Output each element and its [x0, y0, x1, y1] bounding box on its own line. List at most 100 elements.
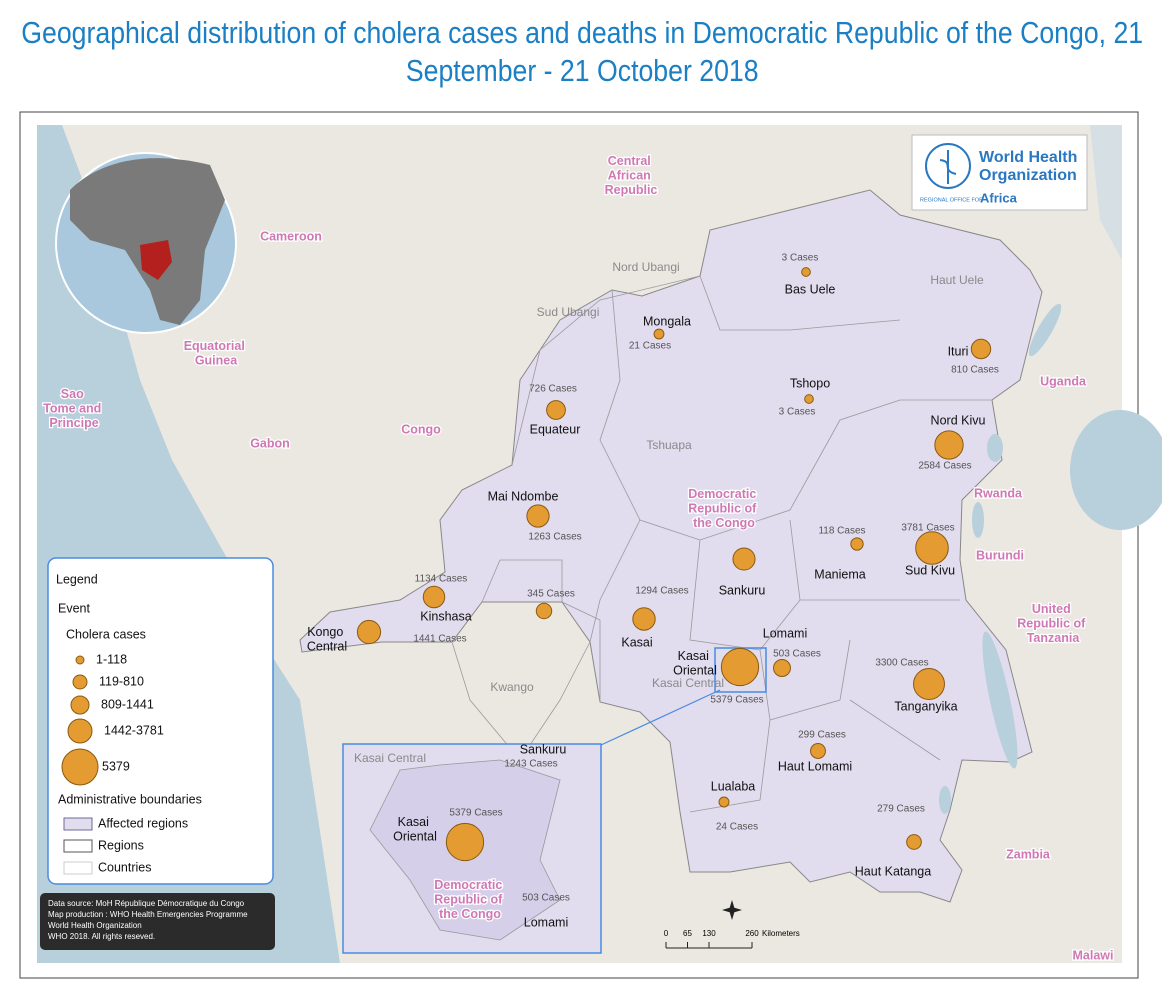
- cases-label: 24 Cases: [716, 822, 758, 833]
- legend-circle: [72, 674, 88, 690]
- country-label: Zambia: [1006, 847, 1051, 861]
- legend-heading: Event: [58, 601, 90, 615]
- label-line: Central: [608, 154, 655, 168]
- inset-label: Kasai Central: [354, 751, 426, 765]
- region-name: Lualaba: [711, 779, 756, 793]
- region-name: Equateur: [530, 422, 581, 436]
- case-circle: [718, 796, 730, 808]
- cases-label: 5379 Cases: [710, 695, 763, 706]
- globe-land: [70, 158, 225, 325]
- who-emblem: [939, 150, 957, 184]
- case-circle: [915, 531, 949, 565]
- region-name: Nord Kivu: [931, 413, 986, 427]
- logo-name: Organization: [979, 167, 1077, 184]
- label-line: Principe: [49, 416, 98, 430]
- case-circle: [934, 430, 964, 460]
- region-name: Sankuru: [719, 583, 766, 597]
- country-label: Burundi: [976, 548, 1024, 562]
- region-name: Bas Uele: [785, 282, 836, 296]
- legend-circle: [70, 695, 90, 715]
- cases-label: 1134 Cases: [415, 574, 468, 585]
- case-circle: [906, 834, 922, 850]
- scale-label: 65: [683, 929, 692, 938]
- cases-label: 3 Cases: [779, 407, 816, 418]
- label-line: Republic of: [688, 502, 760, 516]
- label-line: Tanzania: [1027, 631, 1081, 645]
- who-emblem: [925, 143, 971, 189]
- scale-label: 260: [745, 929, 759, 938]
- ocean: [1090, 125, 1122, 260]
- data-source: Data source: MoH République Démocratique…: [48, 899, 245, 908]
- region-name: Haut Katanga: [855, 864, 931, 878]
- cases-label: 345 Cases: [527, 589, 575, 600]
- legend-item: 1-118: [96, 652, 127, 666]
- case-circle: [526, 504, 550, 528]
- label-line: Kongo: [307, 625, 347, 639]
- region-name: Maniema: [814, 567, 865, 581]
- cases-label: 3300 Cases: [875, 658, 928, 669]
- region-name: Mai Ndombe: [488, 489, 559, 503]
- label-line: the Congo: [439, 907, 501, 921]
- inset-label: Lomami: [524, 915, 568, 929]
- label-line: Tome and: [43, 402, 105, 416]
- region-name: Lomami: [763, 626, 807, 640]
- logo-name: World Health: [979, 149, 1077, 166]
- region-label: Kwango: [490, 680, 534, 694]
- north-arrow: [722, 900, 742, 920]
- country-label: Central African Republic: [605, 154, 658, 197]
- data-source: World Health Organization: [48, 921, 142, 930]
- inset-label: 5379 Cases: [449, 808, 502, 819]
- legend-item: 809-1441: [101, 697, 154, 711]
- inset-label: Democratic Republic of the Congo: [434, 878, 506, 921]
- country-label: Equatorial Guinea: [184, 339, 249, 367]
- case-circle: [445, 822, 485, 862]
- label-line: Republic of: [434, 893, 506, 907]
- cases-label: 21 Cases: [629, 341, 671, 352]
- label-line: United: [1032, 602, 1074, 616]
- case-circle: [773, 659, 791, 677]
- legend: [47, 557, 274, 885]
- country-label: Malawi: [1073, 948, 1114, 962]
- data-source: WHO 2018. All rights reseved.: [48, 932, 155, 941]
- region-borders: [481, 559, 601, 702]
- data-source: Map production : WHO Health Emergencies …: [48, 910, 248, 919]
- region-label: Sud Ubangi: [537, 305, 600, 319]
- region-label: Haut Uele: [930, 273, 984, 287]
- region-name: Mongala: [643, 314, 691, 328]
- inset-connector: [600, 689, 721, 746]
- case-circle: [422, 585, 446, 609]
- case-circle: [356, 619, 382, 645]
- region-name: Haut Lomami: [778, 759, 852, 773]
- case-circle: [546, 400, 566, 420]
- label-line: Central: [307, 640, 347, 654]
- label-line: the Congo: [693, 516, 755, 530]
- label-line: Equatorial: [184, 339, 249, 353]
- region-borders: [451, 275, 992, 813]
- logo-regional: REGIONAL OFFICE FOR: [920, 197, 983, 203]
- label-line: Republic: [605, 183, 658, 197]
- cases-label: 299 Cases: [798, 730, 846, 741]
- region-name: Ituri: [948, 344, 969, 358]
- lake: [987, 434, 1003, 462]
- globe-drc: [140, 240, 172, 280]
- legend-swatch: [63, 817, 93, 831]
- inset-label: Sankuru: [520, 742, 567, 756]
- region-name: Kasai: [621, 635, 652, 649]
- legend-circle: [67, 718, 93, 744]
- legend-item: Regions: [98, 838, 144, 852]
- data-source-box: [40, 893, 275, 950]
- case-circle: [732, 547, 756, 571]
- country-label: Congo: [401, 422, 441, 436]
- logo-region: Africa: [980, 190, 1018, 205]
- legend-item: Countries: [98, 860, 152, 874]
- legend-title: Legend: [56, 572, 98, 586]
- region-label: Kasai Central: [652, 676, 724, 690]
- cases-label: 279 Cases: [877, 804, 925, 815]
- title: Geographical distribution of cholera cas…: [21, 15, 1144, 88]
- case-circle: [535, 602, 553, 620]
- case-circle: [804, 394, 814, 404]
- label-line: Guinea: [195, 354, 238, 368]
- legend-circle: [61, 748, 99, 786]
- case-circle: [913, 668, 945, 700]
